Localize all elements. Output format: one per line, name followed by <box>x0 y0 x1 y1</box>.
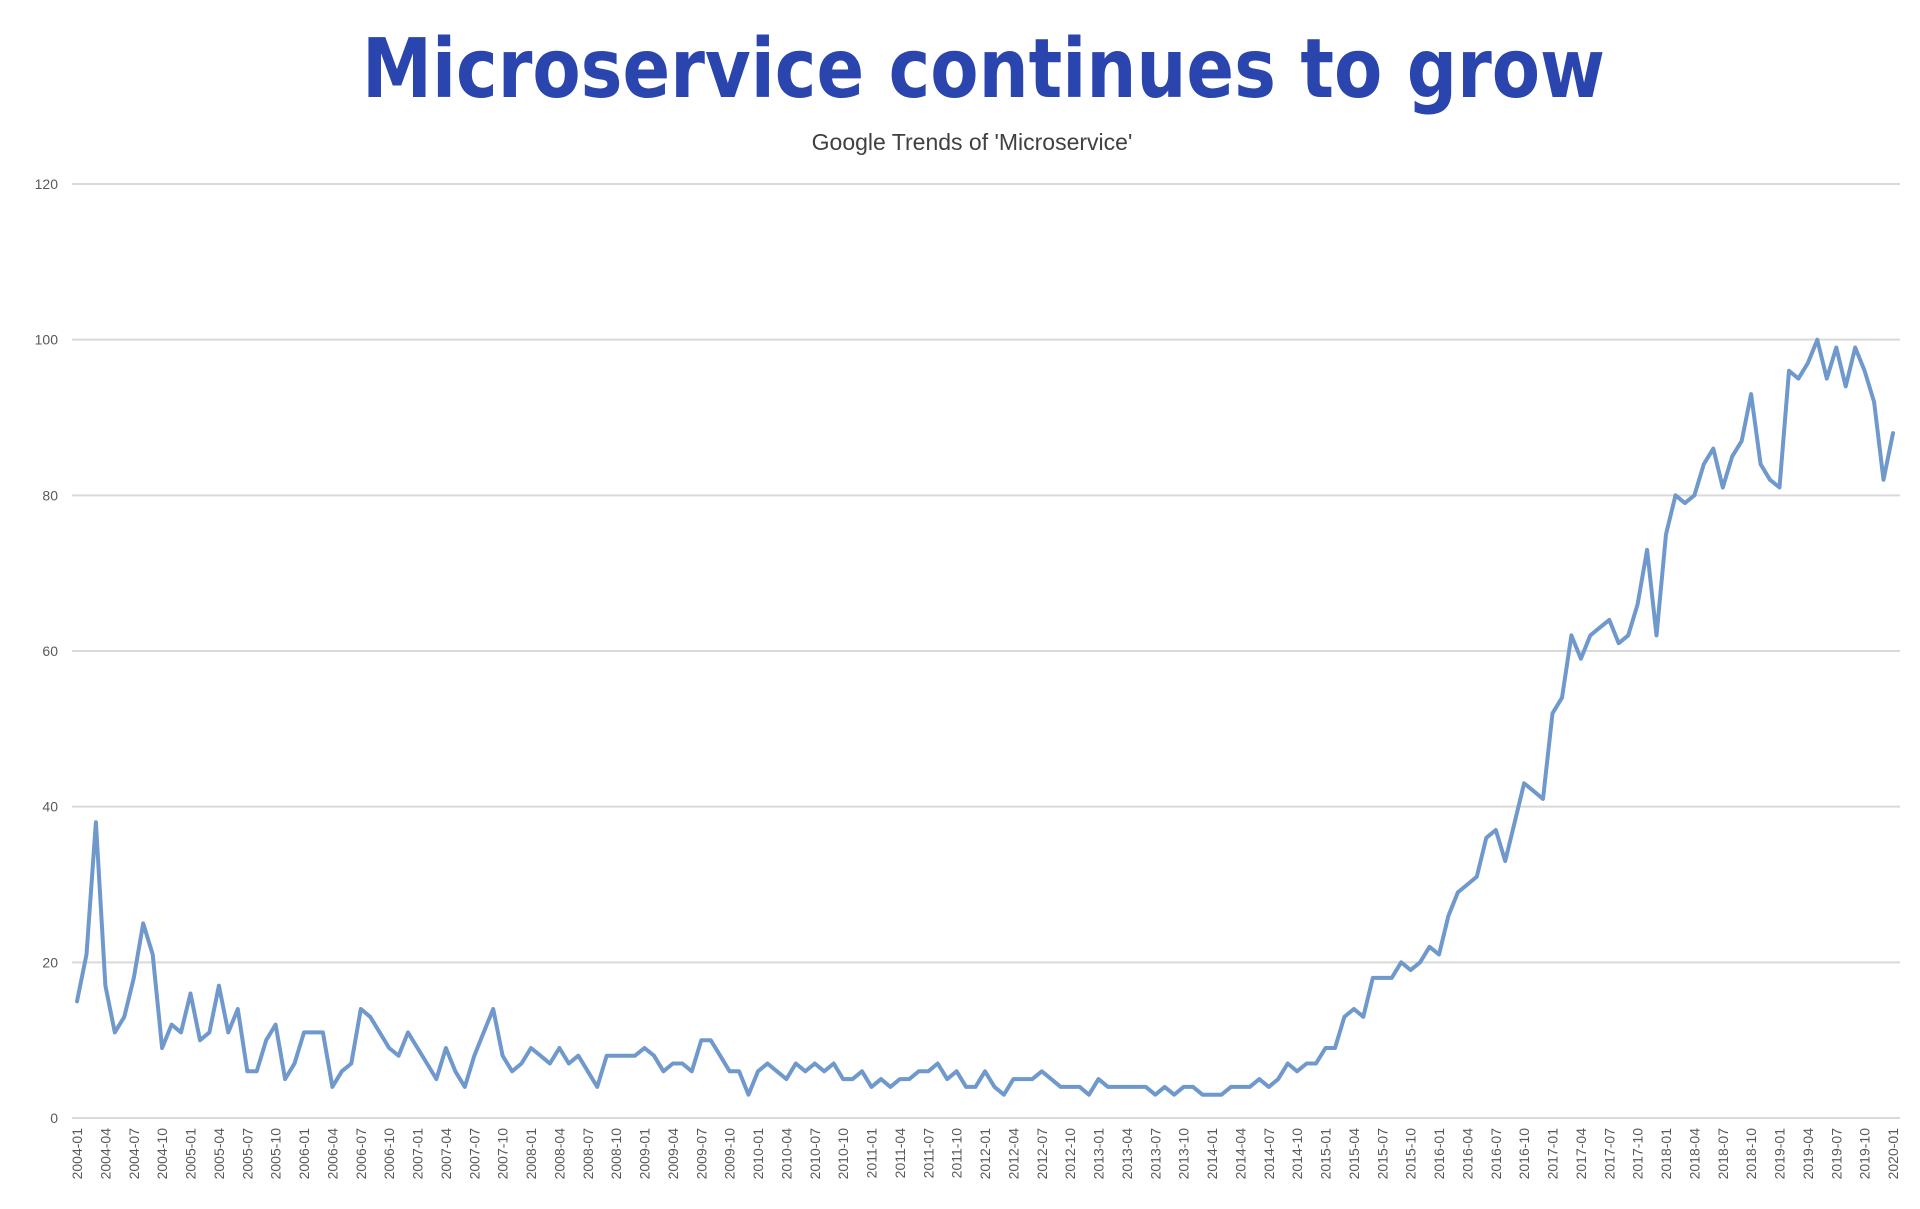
y-tick-label: 120 <box>35 176 59 192</box>
x-tick-label: 2011-04 <box>892 1128 908 1179</box>
x-tick-label: 2015-07 <box>1374 1128 1390 1180</box>
x-tick-label: 2008-07 <box>580 1128 596 1180</box>
x-tick-label: 2006-04 <box>324 1128 340 1180</box>
x-tick-label: 2019-07 <box>1828 1128 1844 1180</box>
x-tick-label: 2012-01 <box>977 1128 993 1180</box>
y-tick-label: 40 <box>42 799 58 815</box>
chart-subtitle: Google Trends of 'Microservice' <box>812 129 1133 155</box>
x-tick-label: 2007-04 <box>438 1128 454 1180</box>
x-tick-label: 2007-07 <box>466 1128 482 1180</box>
x-tick-label: 2008-04 <box>551 1128 567 1180</box>
series-group <box>75 337 1895 1097</box>
x-tick-label: 2008-10 <box>608 1128 624 1180</box>
x-tick-label: 2016-04 <box>1459 1128 1475 1180</box>
x-tick-label: 2013-10 <box>1176 1128 1192 1180</box>
x-tick-label: 2006-01 <box>296 1128 312 1180</box>
x-tick-label: 2016-01 <box>1431 1128 1447 1180</box>
y-tick-label: 100 <box>35 332 59 348</box>
x-tick-label: 2008-01 <box>523 1128 539 1180</box>
x-tick-label: 2011-10 <box>949 1128 965 1179</box>
x-tick-label: 2005-04 <box>211 1128 227 1180</box>
y-tick-label: 20 <box>42 954 58 970</box>
x-tick-label: 2019-01 <box>1772 1128 1788 1180</box>
x-tick-label: 2014-04 <box>1232 1128 1248 1180</box>
x-tick-label: 2010-04 <box>778 1128 794 1180</box>
x-tick-label: 2004-10 <box>154 1128 170 1180</box>
x-tick-label: 2018-10 <box>1743 1128 1759 1180</box>
x-tick-label: 2006-10 <box>381 1128 397 1180</box>
x-tick-label: 2019-04 <box>1800 1128 1816 1180</box>
x-tick-label: 2004-01 <box>69 1128 85 1180</box>
x-tick-label: 2010-01 <box>750 1128 766 1180</box>
x-tick-label: 2015-10 <box>1403 1128 1419 1180</box>
x-tick-label: 2016-10 <box>1516 1128 1532 1180</box>
x-tick-label: 2018-04 <box>1686 1128 1702 1180</box>
x-axis-ticks: 2004-01 2004-04 2004-07 2004-10 2005-01 2005-… <box>69 1128 1901 1180</box>
x-tick-label: 2016-07 <box>1488 1128 1504 1180</box>
y-tick-label: 0 <box>50 1110 58 1126</box>
x-tick-label: 2014-10 <box>1289 1128 1305 1180</box>
x-tick-label: 2004-04 <box>97 1128 113 1180</box>
x-tick-label: 2013-04 <box>1119 1128 1135 1180</box>
x-tick-label: 2006-07 <box>353 1128 369 1180</box>
x-tick-label: 2010-10 <box>835 1128 851 1180</box>
x-tick-label: 2010-07 <box>807 1128 823 1180</box>
x-tick-label: 2018-07 <box>1715 1128 1731 1180</box>
x-tick-label: 2005-10 <box>268 1128 284 1180</box>
x-tick-label: 2013-01 <box>1091 1128 1107 1180</box>
x-tick-label: 2017-10 <box>1630 1128 1646 1180</box>
x-tick-label: 2018-01 <box>1658 1128 1674 1180</box>
x-tick-label: 2017-01 <box>1545 1128 1561 1180</box>
x-tick-label: 2013-07 <box>1147 1128 1163 1180</box>
y-axis-ticks: 0 20 40 60 80 100 120 <box>35 176 59 1126</box>
x-tick-label: 2012-10 <box>1062 1128 1078 1180</box>
x-tick-label: 2005-07 <box>239 1128 255 1180</box>
y-tick-label: 80 <box>42 487 58 503</box>
x-tick-label: 2007-10 <box>495 1128 511 1180</box>
gridlines <box>72 183 1900 1119</box>
chart-title: Microservice continues to grow <box>362 22 1605 117</box>
y-tick-label: 60 <box>42 643 58 659</box>
x-tick-label: 2004-07 <box>126 1128 142 1180</box>
x-tick-label: 2014-01 <box>1204 1128 1220 1180</box>
x-tick-label: 2012-07 <box>1034 1128 1050 1180</box>
x-tick-label: 2017-07 <box>1601 1128 1617 1180</box>
x-tick-label: 2020-01 <box>1885 1128 1901 1180</box>
x-tick-label: 2009-04 <box>665 1128 681 1180</box>
x-tick-label: 2014-07 <box>1261 1128 1277 1180</box>
x-tick-label: 2015-01 <box>1318 1128 1334 1180</box>
x-tick-label: 2019-10 <box>1857 1128 1873 1180</box>
series-line <box>75 337 1895 1097</box>
x-tick-label: 2009-07 <box>693 1128 709 1180</box>
x-tick-label: 2007-01 <box>410 1128 426 1180</box>
x-tick-label: 2011-07 <box>920 1128 936 1179</box>
x-tick-label: 2009-10 <box>722 1128 738 1180</box>
x-tick-label: 2015-04 <box>1346 1128 1362 1180</box>
x-tick-label: 2017-04 <box>1573 1128 1589 1180</box>
x-tick-label: 2005-01 <box>183 1128 199 1180</box>
x-tick-label: 2012-04 <box>1005 1128 1021 1180</box>
x-tick-label: 2011-01 <box>864 1128 880 1179</box>
x-tick-label: 2009-01 <box>637 1128 653 1180</box>
